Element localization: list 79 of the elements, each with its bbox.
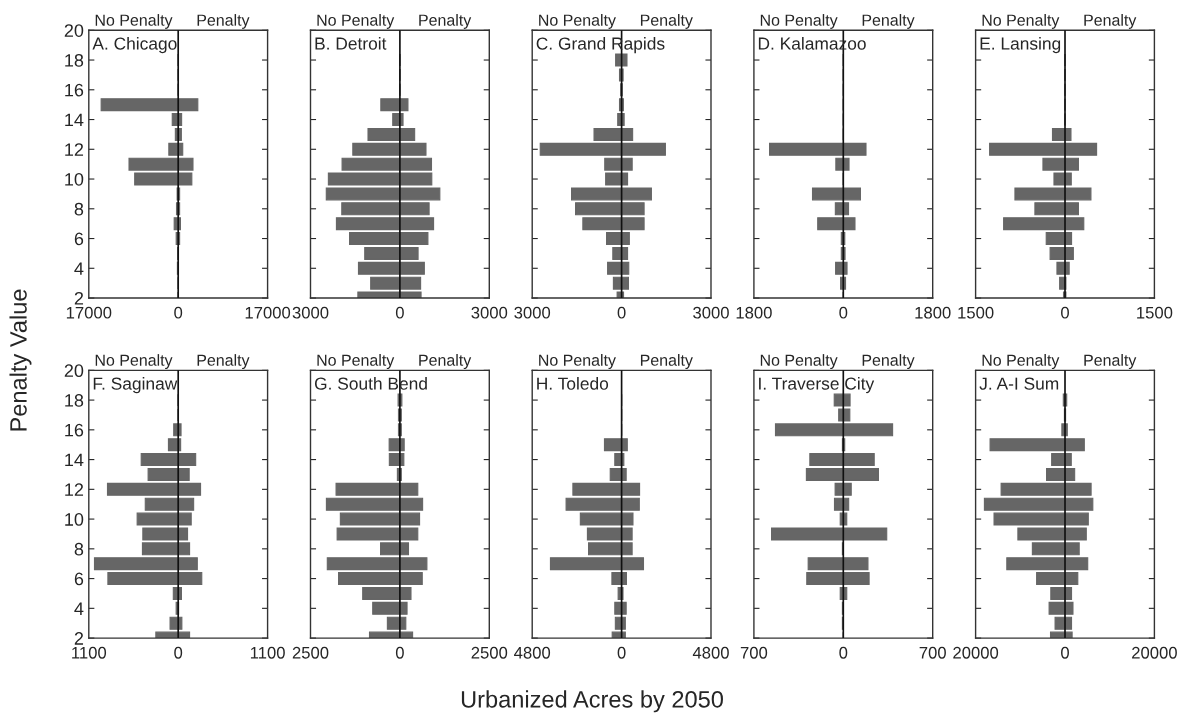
text: Penalty [197, 354, 250, 369]
y-tick-label: 20 [64, 24, 84, 37]
x-tick-label: 20000 [1132, 646, 1177, 659]
x-tick-label: 0 [174, 306, 183, 319]
text: No Penalty [539, 14, 616, 29]
y-tick-label: 12 [65, 143, 84, 156]
chart-title: F. Saginaw [93, 377, 178, 394]
y-tick-label: 14 [65, 113, 84, 127]
x-tick-label: 0 [395, 306, 404, 319]
x-tick-label: 3000 [292, 306, 329, 319]
text: No Penalty [982, 354, 1060, 369]
y-axis-title: Penalty Value [9, 289, 32, 431]
y-tick-label: 6 [74, 572, 84, 586]
text: Penalty [197, 14, 250, 29]
text: No Penalty [760, 354, 838, 369]
chart-title: A. Chicago [92, 36, 177, 54]
x-tick-label: 0 [395, 646, 404, 659]
text: No Penalty [317, 14, 395, 29]
chart-title: I. Traverse City [759, 377, 875, 394]
x-tick-label: 3000 [471, 306, 508, 319]
chart-title: H. Toledo [537, 377, 609, 390]
x-tick-label: 2500 [292, 646, 329, 659]
text: Penalty [1084, 354, 1137, 369]
y-tick-label: 4 [74, 602, 84, 615]
x-tick-label: 0 [1061, 306, 1069, 319]
y-tick-label: 10 [65, 172, 84, 186]
y-tick-label: 2 [74, 291, 84, 305]
text: Penalty [862, 14, 915, 29]
y-tick-label: 4 [74, 262, 84, 275]
text: Penalty [640, 14, 693, 29]
text: No Penalty [95, 354, 173, 369]
x-tick-label: 3000 [693, 306, 729, 319]
text: No Penalty [95, 14, 173, 29]
x-tick-label: 2500 [471, 646, 508, 659]
y-tick-label: 18 [65, 394, 84, 407]
text: No Penalty [760, 14, 838, 29]
x-tick-label: 4800 [514, 646, 551, 659]
y-tick-label: 14 [65, 453, 84, 467]
y-tick-label: 12 [65, 483, 84, 496]
text: Penalty [419, 14, 472, 29]
y-tick-label: 18 [65, 53, 84, 67]
x-tick-label: 0 [839, 306, 848, 319]
text: Penalty [1084, 14, 1137, 29]
x-tick-label: 0 [174, 646, 183, 659]
x-tick-label: 3000 [514, 306, 551, 319]
x-tick-label: 1500 [958, 306, 994, 319]
chart-title: E. Lansing [980, 36, 1061, 54]
text: Penalty [862, 354, 915, 369]
x-tick-label: 20000 [953, 646, 999, 659]
x-tick-label: 17000 [245, 306, 291, 319]
y-tick-label: 8 [74, 202, 84, 216]
x-tick-label: 0 [839, 646, 848, 659]
chart-title: B. Detroit [315, 36, 387, 50]
x-tick-label: 4800 [692, 646, 729, 659]
x-tick-label: 1800 [915, 306, 951, 319]
x-tick-label: 0 [617, 306, 626, 319]
x-tick-label: 1100 [72, 646, 107, 659]
y-tick-label: 20 [64, 364, 84, 378]
x-tick-label: 700 [740, 646, 768, 659]
x-tick-label: 1100 [250, 646, 285, 659]
text: Penalty [419, 354, 472, 369]
text: No Penalty [982, 14, 1060, 29]
x-tick-label: 0 [1061, 646, 1069, 659]
text: No Penalty [317, 354, 395, 369]
y-tick-label: 2 [74, 632, 84, 645]
x-tick-label: 17000 [66, 306, 112, 319]
y-tick-label: 8 [74, 542, 84, 556]
y-tick-label: 16 [65, 423, 84, 437]
x-tick-label: 0 [617, 646, 626, 659]
x-axis-title: Urbanized Acres by 2050 [461, 690, 723, 713]
x-tick-label: 1800 [736, 306, 772, 319]
x-tick-label: 700 [919, 646, 946, 659]
y-tick-label: 16 [65, 83, 84, 97]
chart-title: J. A-I Sum [979, 377, 1059, 390]
y-tick-label: 10 [65, 513, 84, 526]
text: Penalty [640, 354, 693, 369]
x-tick-label: 1500 [1137, 306, 1173, 319]
text: No Penalty [539, 354, 616, 369]
y-tick-label: 6 [74, 232, 84, 246]
